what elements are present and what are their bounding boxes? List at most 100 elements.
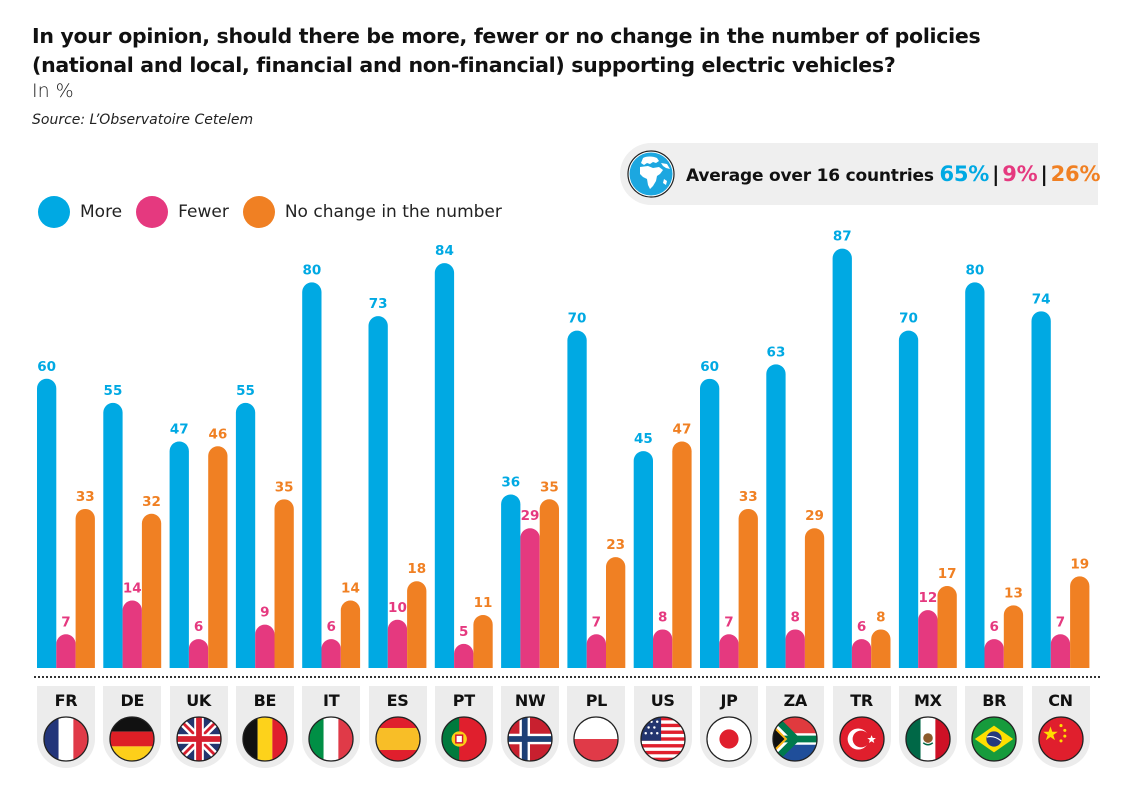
bar-group-pt: 84 5 11 bbox=[434, 243, 493, 668]
data-label-no-change-za: 29 bbox=[805, 508, 824, 524]
country-tab-pl: PL bbox=[567, 686, 626, 768]
bar-fewer-pt bbox=[454, 643, 474, 668]
bar-group-fr: 60 7 33 bbox=[37, 359, 95, 668]
average-label: Average over 16 countries bbox=[686, 166, 934, 186]
chart-source: Source: L’Observatoire Cetelem bbox=[32, 112, 254, 128]
data-label-fewer-za: 8 bbox=[791, 609, 800, 625]
bar-more-cn bbox=[1031, 311, 1051, 668]
norway-flag-icon bbox=[507, 716, 553, 762]
bar-fewer-za bbox=[785, 629, 805, 668]
country-tab-us: US bbox=[633, 686, 692, 768]
data-label-no-change-uk: 46 bbox=[208, 426, 227, 442]
brazil-flag-icon bbox=[971, 716, 1017, 762]
data-label-fewer-pl: 7 bbox=[592, 614, 601, 630]
bar-more-es bbox=[368, 316, 388, 668]
data-label-no-change-de: 32 bbox=[142, 494, 161, 510]
data-label-no-change-pt: 11 bbox=[474, 595, 493, 611]
bar-no-change-br bbox=[1003, 605, 1024, 668]
bar-more-de bbox=[103, 402, 123, 668]
data-label-no-change-it: 14 bbox=[341, 581, 360, 597]
legend-item-fewer: Fewer bbox=[136, 196, 229, 228]
data-label-more-cn: 74 bbox=[1032, 291, 1051, 307]
data-label-no-change-fr: 33 bbox=[76, 489, 95, 505]
country-code: MX bbox=[914, 691, 942, 710]
data-label-more-za: 63 bbox=[767, 344, 786, 360]
data-label-fewer-nw: 29 bbox=[521, 508, 540, 524]
country-tab-pt: PT bbox=[434, 686, 493, 768]
country-tab-uk: UK bbox=[169, 686, 228, 768]
france-flag-icon bbox=[43, 716, 89, 762]
legend-swatch-no-change bbox=[242, 196, 275, 228]
china-flag-icon bbox=[1037, 716, 1084, 762]
bar-fewer-fr bbox=[56, 634, 76, 668]
bar-more-br bbox=[965, 282, 985, 668]
bar-fewer-pl bbox=[586, 634, 606, 668]
country-code: IT bbox=[323, 691, 340, 710]
mexico-flag-icon bbox=[905, 716, 951, 762]
legend: More Fewer No change in the number bbox=[38, 196, 516, 228]
bar-group-us: 45 8 47 bbox=[633, 421, 692, 668]
bar-group-it: 80 6 14 bbox=[302, 262, 361, 668]
bar-no-change-us bbox=[672, 441, 692, 668]
data-label-more-nw: 36 bbox=[501, 474, 520, 490]
bar-more-nw bbox=[501, 494, 521, 668]
bar-more-uk bbox=[169, 441, 189, 668]
data-label-no-change-cn: 19 bbox=[1070, 556, 1089, 572]
bar-fewer-us bbox=[653, 629, 673, 668]
bar-fewer-cn bbox=[1050, 634, 1071, 668]
italy-flag-icon bbox=[308, 716, 354, 762]
portugal-flag-icon bbox=[441, 716, 487, 762]
bar-more-jp bbox=[700, 378, 720, 668]
country-tab-mx: MX bbox=[898, 686, 957, 768]
bar-more-fr bbox=[37, 378, 57, 668]
data-label-fewer-us: 8 bbox=[658, 609, 667, 625]
bar-group-jp: 60 7 33 bbox=[700, 359, 758, 668]
japan-flag-icon bbox=[706, 716, 752, 762]
legend-label-more: More bbox=[80, 202, 123, 222]
country-tab-nw: NW bbox=[501, 686, 560, 768]
bar-group-uk: 47 6 46 bbox=[169, 421, 228, 668]
average-separator: | bbox=[1040, 162, 1048, 186]
legend-swatch-fewer bbox=[136, 196, 169, 228]
bar-fewer-mx bbox=[918, 610, 938, 668]
average-fewer-value: 9% bbox=[1002, 162, 1038, 186]
bar-group-be: 55 9 35 bbox=[235, 383, 294, 668]
data-label-more-jp: 60 bbox=[700, 359, 719, 375]
bar-no-change-de bbox=[141, 513, 162, 668]
country-tab-fr: FR bbox=[37, 686, 95, 768]
bar-fewer-be bbox=[255, 624, 275, 668]
bar-no-change-uk bbox=[208, 446, 228, 668]
country-tab-cn: CN bbox=[1031, 686, 1090, 768]
legend-label-no-change: No change in the number bbox=[284, 202, 502, 222]
data-label-more-us: 45 bbox=[634, 431, 653, 447]
legend-item-more: More bbox=[38, 196, 122, 228]
country-code: PT bbox=[452, 691, 475, 710]
data-label-fewer-it: 6 bbox=[326, 619, 335, 635]
south-africa-flag-icon bbox=[772, 716, 818, 762]
poland-flag-icon bbox=[573, 716, 620, 762]
data-label-no-change-es: 18 bbox=[407, 561, 426, 577]
bar-group-de: 55 14 32 bbox=[103, 383, 162, 668]
country-code: UK bbox=[186, 691, 211, 710]
bar-more-tr bbox=[832, 248, 852, 668]
country-code: JP bbox=[720, 691, 738, 710]
bar-fewer-tr bbox=[851, 639, 872, 668]
data-label-more-tr: 87 bbox=[833, 229, 852, 245]
average-text: Average over 16 countries 65% | 9% | 26% bbox=[686, 162, 1101, 186]
usa-flag-icon bbox=[640, 716, 686, 762]
country-tab-za: ZA bbox=[766, 686, 825, 768]
data-label-no-change-tr: 8 bbox=[876, 609, 885, 625]
data-label-fewer-mx: 12 bbox=[918, 590, 937, 606]
bar-group-cn: 74 7 19 bbox=[1031, 291, 1090, 668]
country-code: ZA bbox=[783, 691, 808, 710]
bar-more-be bbox=[235, 402, 256, 668]
bar-fewer-uk bbox=[188, 639, 209, 668]
chart-unit: In % bbox=[32, 80, 74, 102]
data-label-fewer-cn: 7 bbox=[1056, 614, 1065, 630]
country-code: FR bbox=[54, 691, 78, 710]
bar-more-it bbox=[302, 282, 322, 668]
bar-no-change-pl bbox=[606, 557, 626, 668]
bar-no-change-pt bbox=[473, 614, 493, 668]
bar-fewer-it bbox=[321, 639, 341, 668]
data-label-fewer-fr: 7 bbox=[61, 614, 70, 630]
